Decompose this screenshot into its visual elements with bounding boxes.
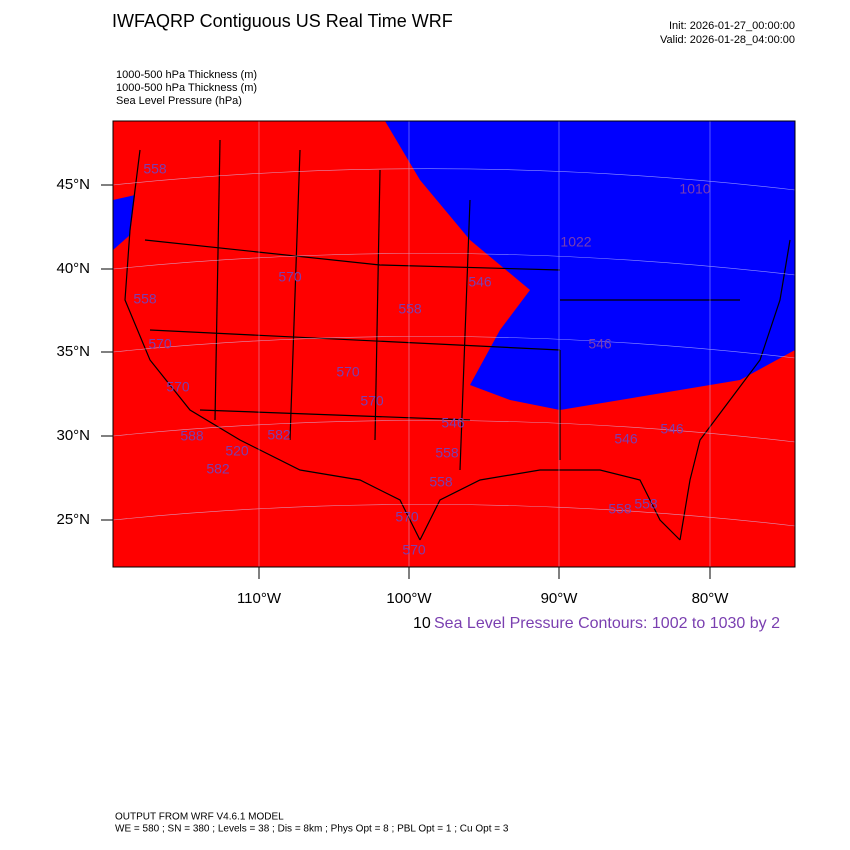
lon-label: 90°W	[541, 590, 579, 607]
contour-label: 570	[148, 336, 172, 352]
title: IWFAQRP Contiguous US Real Time WRF	[112, 11, 453, 31]
contour-label: 570	[402, 542, 426, 558]
contour-label: 582	[206, 461, 230, 477]
lon-label: 80°W	[692, 590, 730, 607]
legend-text: Sea Level Pressure Contours: 1002 to 103…	[434, 615, 780, 632]
contour-label: 546	[660, 421, 684, 437]
contour-labels: 5585705585465585705705705705825885205825…	[133, 161, 710, 558]
contour-label: 546	[588, 336, 612, 352]
contour-label: 558	[634, 496, 658, 512]
cold-region	[113, 195, 135, 250]
map-frame	[112, 120, 796, 568]
contour-label: 582	[267, 427, 291, 443]
field-label: 1000-500 hPa Thickness (m)	[116, 69, 257, 81]
contour-label: 1010	[679, 181, 710, 197]
legend-prefix: 10	[413, 615, 431, 632]
contour-label: 546	[468, 274, 492, 290]
contour-label: 570	[395, 509, 419, 525]
lat-label: 25°N	[56, 511, 90, 528]
contour-label: 558	[608, 501, 632, 517]
field-label: Sea Level Pressure (hPa)	[116, 95, 242, 107]
lat-label: 40°N	[56, 260, 90, 277]
lat-label: 30°N	[56, 427, 90, 444]
contour-label: 520	[225, 443, 249, 459]
contour-label: 588	[180, 428, 204, 444]
lon-label: 110°W	[237, 590, 282, 607]
footer-settings: WE = 580 ; SN = 380 ; Levels = 38 ; Dis …	[115, 824, 509, 835]
contour-label: 546	[441, 415, 465, 431]
graticule	[112, 121, 796, 567]
axes: 45°N 40°N 35°N 30°N 25°N 110°W 100°W 90°W 80°W	[56, 176, 729, 607]
contour-label: 570	[336, 364, 360, 380]
contour-label: 546	[614, 431, 638, 447]
contour-label: 1022	[560, 234, 591, 250]
lat-label: 45°N	[56, 176, 90, 193]
footer-model: OUTPUT FROM WRF V4.6.1 MODEL	[115, 812, 284, 823]
contour-label: 558	[143, 161, 167, 177]
cold-region	[385, 121, 795, 410]
init-time: Init: 2026-01-27_00:00:00	[669, 20, 795, 32]
field-label: 1000-500 hPa Thickness (m)	[116, 82, 257, 94]
lat-label: 35°N	[56, 343, 90, 360]
valid-time: Valid: 2026-01-28_04:00:00	[660, 34, 795, 46]
contour-label: 558	[133, 291, 157, 307]
contour-label: 570	[360, 393, 384, 409]
contour-label: 558	[429, 474, 453, 490]
contour-label: 558	[435, 445, 459, 461]
contour-label: 570	[166, 379, 190, 395]
contour-label: 570	[278, 269, 302, 285]
contour-label: 558	[398, 301, 422, 317]
map: 5585705585465585705705705705825885205825…	[112, 120, 796, 568]
lon-label: 100°W	[386, 590, 432, 607]
